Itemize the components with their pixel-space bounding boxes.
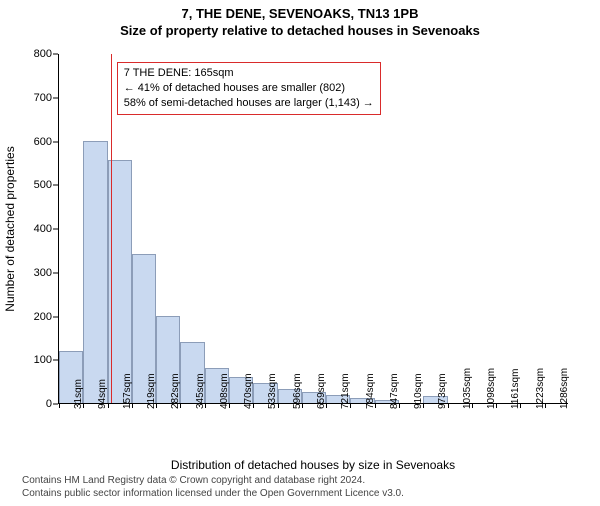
x-tick-mark <box>59 403 60 408</box>
y-tick-label: 400 <box>20 223 52 235</box>
x-tick-mark <box>229 403 230 408</box>
plot-area: 31sqm94sqm157sqm219sqm282sqm345sqm408sqm… <box>58 54 568 404</box>
callout-line-2: ← 41% of detached houses are smaller (80… <box>124 81 374 96</box>
property-marker-line <box>111 54 112 403</box>
x-tick-mark <box>180 403 181 408</box>
y-axis: 0100200300400500600700800 <box>20 54 58 404</box>
x-tick-mark <box>302 403 303 408</box>
y-tick-label: 200 <box>20 311 52 323</box>
chart-wrapper: Number of detached properties 0100200300… <box>58 54 568 404</box>
x-tick-mark <box>156 403 157 408</box>
x-tick-mark <box>496 403 497 408</box>
callout-line-1: 7 THE DENE: 165sqm <box>124 66 374 81</box>
x-tick-mark <box>448 403 449 408</box>
x-tick-label: 1286sqm <box>559 368 570 409</box>
x-axis-label: Distribution of detached houses by size … <box>171 458 455 472</box>
x-tick-mark <box>350 403 351 408</box>
callout-line-3: 58% of semi-detached houses are larger (… <box>124 96 374 111</box>
x-tick-mark <box>520 403 521 408</box>
y-tick-label: 100 <box>20 354 52 366</box>
x-tick-mark <box>278 403 279 408</box>
footer-attribution: Contains HM Land Registry data © Crown c… <box>22 474 404 500</box>
x-tick-mark <box>423 403 424 408</box>
x-tick-mark <box>375 403 376 408</box>
page-subtitle: Size of property relative to detached ho… <box>0 23 600 38</box>
x-tick-mark <box>545 403 546 408</box>
y-tick-label: 600 <box>20 136 52 148</box>
footer-line-2: Contains public sector information licen… <box>22 487 404 500</box>
y-tick-label: 700 <box>20 92 52 104</box>
x-tick-mark <box>132 403 133 408</box>
histogram-bar <box>83 141 107 404</box>
y-tick-label: 500 <box>20 179 52 191</box>
chart-container: 7, THE DENE, SEVENOAKS, TN13 1PB Size of… <box>0 6 600 506</box>
x-tick-mark <box>399 403 400 408</box>
x-tick-mark <box>472 403 473 408</box>
y-tick-label: 800 <box>20 48 52 60</box>
callout-box: 7 THE DENE: 165sqm← 41% of detached hous… <box>117 62 381 115</box>
x-tick-mark <box>253 403 254 408</box>
x-tick-mark <box>83 403 84 408</box>
page-title: 7, THE DENE, SEVENOAKS, TN13 1PB <box>0 6 600 21</box>
y-tick-label: 0 <box>20 398 52 410</box>
x-tick-mark <box>326 403 327 408</box>
x-tick-mark <box>205 403 206 408</box>
y-tick-label: 300 <box>20 267 52 279</box>
y-axis-label: Number of detached properties <box>3 146 17 311</box>
footer-line-1: Contains HM Land Registry data © Crown c… <box>22 474 404 487</box>
x-tick-mark <box>108 403 109 408</box>
